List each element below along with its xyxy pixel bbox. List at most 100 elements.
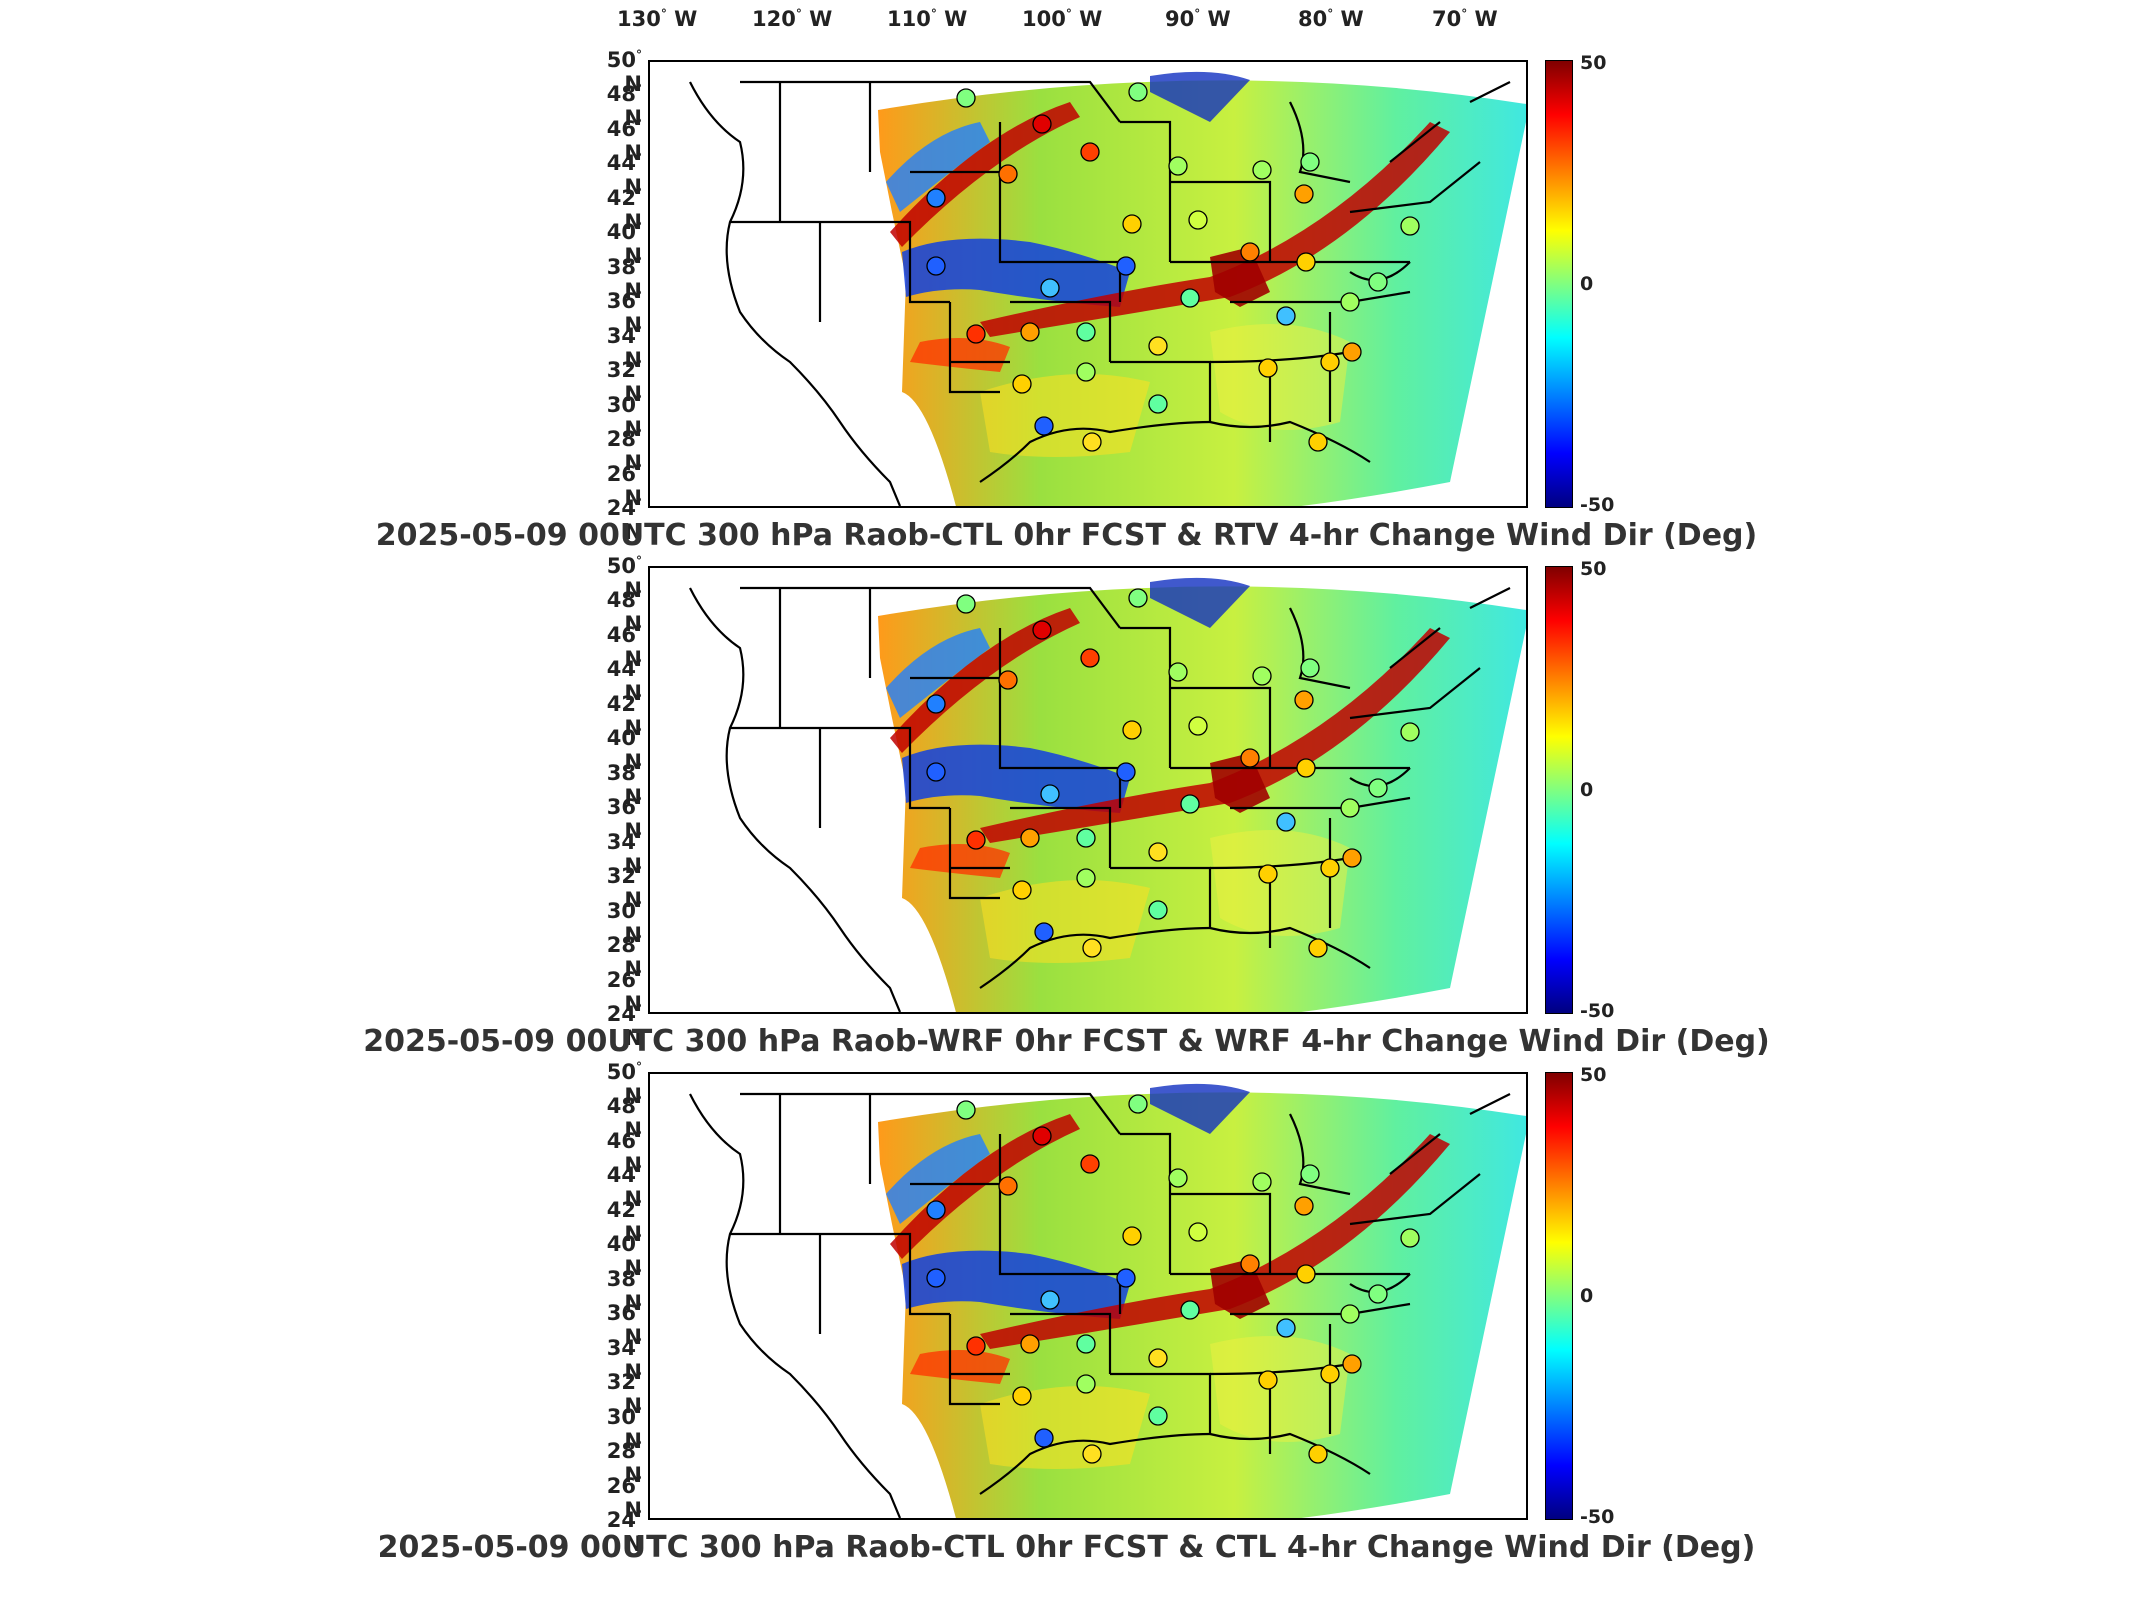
state-boundaries — [689, 586, 1511, 1012]
lat-label-38n: 38° N — [606, 254, 642, 303]
lat-label-46n: 46° N — [606, 622, 642, 671]
lat-label-44n: 44° N — [606, 151, 642, 200]
negative-anomaly-region — [1150, 577, 1250, 628]
lon-label-100w: 100° W — [1022, 7, 1103, 31]
negative-anomaly-region — [886, 628, 990, 718]
lat-label-26n: 26° N — [606, 1473, 642, 1522]
positive-anomaly-band — [910, 338, 1010, 372]
lat-label-46n: 46° N — [606, 1128, 642, 1177]
lat-label-50n: 50° N — [606, 1060, 642, 1108]
colorbar-max-label: 50 — [1580, 1064, 1607, 1086]
map-panel-1: 50° N 48° N 46° N 44° N 42° N 40° N 38° N 36° N… — [0, 48, 2133, 568]
colorbar-max-label: 50 — [1580, 558, 1607, 580]
moderate-anomaly-area — [1210, 830, 1350, 936]
lat-label-34n: 34° N — [606, 1335, 642, 1384]
lon-label-80w: 80° W — [1298, 7, 1364, 31]
negative-anomaly-region — [1150, 71, 1250, 122]
lat-label-42n: 42° N — [606, 691, 642, 740]
negative-anomaly-region — [1150, 1083, 1250, 1134]
positive-anomaly-band — [890, 1114, 1080, 1259]
positive-anomaly-band — [890, 608, 1080, 753]
moderate-anomaly-area — [980, 880, 1150, 963]
lat-label-28n: 28° N — [606, 933, 642, 982]
positive-anomaly-band — [910, 1350, 1010, 1384]
lat-label-48n: 48° N — [606, 1094, 642, 1143]
lat-label-40n: 40° N — [606, 1232, 642, 1281]
lat-label-42n: 42° N — [606, 185, 642, 234]
lat-label-50n: 50° N — [606, 48, 642, 96]
moderate-anomaly-area — [1210, 324, 1350, 430]
raob-stations — [926, 588, 1420, 958]
negative-anomaly-region — [902, 744, 1130, 813]
lon-label-120w: 120° W — [752, 7, 833, 31]
map-plot-area — [648, 566, 1528, 1014]
lat-label-32n: 32° N — [606, 864, 642, 913]
lon-label-110w: 110° W — [887, 7, 968, 31]
lat-label-36n: 36° N — [606, 1301, 642, 1350]
moderate-anomaly-area — [980, 374, 1150, 457]
colorbar-min-label: -50 — [1580, 1506, 1615, 1528]
lat-label-32n: 32° N — [606, 358, 642, 407]
panel-title: 2025-05-09 00UTC 300 hPa Raob-WRF 0hr FC… — [363, 1024, 1770, 1059]
map-plot-area — [648, 60, 1528, 508]
wind-direction-map — [689, 71, 1526, 506]
colorbar-zero-label: 0 — [1580, 779, 1594, 801]
map-panel-3: 50° N 48° N 46° N 44° N 42° N 40° N 38° N 36° N… — [0, 1060, 2133, 1580]
lat-label-32n: 32° N — [606, 1370, 642, 1419]
panel-title: 2025-05-09 00UTC 300 hPa Raob-CTL 0hr FC… — [375, 518, 1758, 553]
positive-anomaly-band — [910, 844, 1010, 878]
lat-label-36n: 36° N — [606, 289, 642, 338]
lat-label-30n: 30° N — [606, 898, 642, 947]
raob-stations — [926, 1094, 1420, 1464]
raob-stations — [926, 82, 1420, 452]
colorbar-max-label: 50 — [1580, 52, 1607, 74]
wind-direction-map — [689, 1083, 1526, 1518]
lat-label-24n: 24° N — [606, 1002, 642, 1050]
lat-label-40n: 40° N — [606, 726, 642, 775]
positive-anomaly-band — [890, 102, 1080, 247]
wind-direction-map — [689, 577, 1526, 1012]
positive-anomaly-band — [980, 1134, 1450, 1349]
lat-label-46n: 46° N — [606, 116, 642, 165]
lat-label-38n: 38° N — [606, 1266, 642, 1315]
lat-label-28n: 28° N — [606, 427, 642, 476]
negative-anomaly-region — [886, 122, 990, 212]
lat-label-42n: 42° N — [606, 1197, 642, 1246]
lat-label-36n: 36° N — [606, 795, 642, 844]
lon-label-90w: 90° W — [1165, 7, 1231, 31]
lat-label-50n: 50° N — [606, 554, 642, 602]
colorbar — [1545, 1072, 1573, 1520]
negative-anomaly-region — [902, 1250, 1130, 1319]
lat-label-34n: 34° N — [606, 323, 642, 372]
colorbar-zero-label: 0 — [1580, 1285, 1594, 1307]
lat-label-26n: 26° N — [606, 461, 642, 510]
lat-label-48n: 48° N — [606, 588, 642, 637]
lat-label-28n: 28° N — [606, 1439, 642, 1488]
colorbar — [1545, 566, 1573, 1014]
moderate-anomaly-area — [1210, 1336, 1350, 1442]
positive-anomaly-band — [980, 122, 1450, 337]
colorbar — [1545, 60, 1573, 508]
lat-label-24n: 24° N — [606, 496, 642, 544]
lat-label-48n: 48° N — [606, 82, 642, 131]
lon-label-70w: 70° W — [1432, 7, 1498, 31]
lat-label-30n: 30° N — [606, 1404, 642, 1453]
negative-anomaly-region — [886, 1134, 990, 1224]
colorbar-zero-label: 0 — [1580, 273, 1594, 295]
negative-anomaly-region — [902, 238, 1130, 307]
lat-label-34n: 34° N — [606, 829, 642, 878]
panel-title: 2025-05-09 00UTC 300 hPa Raob-CTL 0hr FC… — [377, 1530, 1756, 1565]
colorbar-min-label: -50 — [1580, 1000, 1615, 1022]
moderate-anomaly-area — [980, 1386, 1150, 1469]
map-panel-2: 50° N 48° N 46° N 44° N 42° N 40° N 38° N 36° N… — [0, 554, 2133, 1074]
map-plot-area — [648, 1072, 1528, 1520]
lat-label-40n: 40° N — [606, 220, 642, 269]
lat-label-24n: 24° N — [606, 1508, 642, 1556]
positive-anomaly-band — [980, 628, 1450, 843]
lat-label-30n: 30° N — [606, 392, 642, 441]
colorbar-min-label: -50 — [1580, 494, 1615, 516]
lat-label-44n: 44° N — [606, 1163, 642, 1212]
lat-label-44n: 44° N — [606, 657, 642, 706]
lat-label-38n: 38° N — [606, 760, 642, 809]
lat-label-26n: 26° N — [606, 967, 642, 1016]
